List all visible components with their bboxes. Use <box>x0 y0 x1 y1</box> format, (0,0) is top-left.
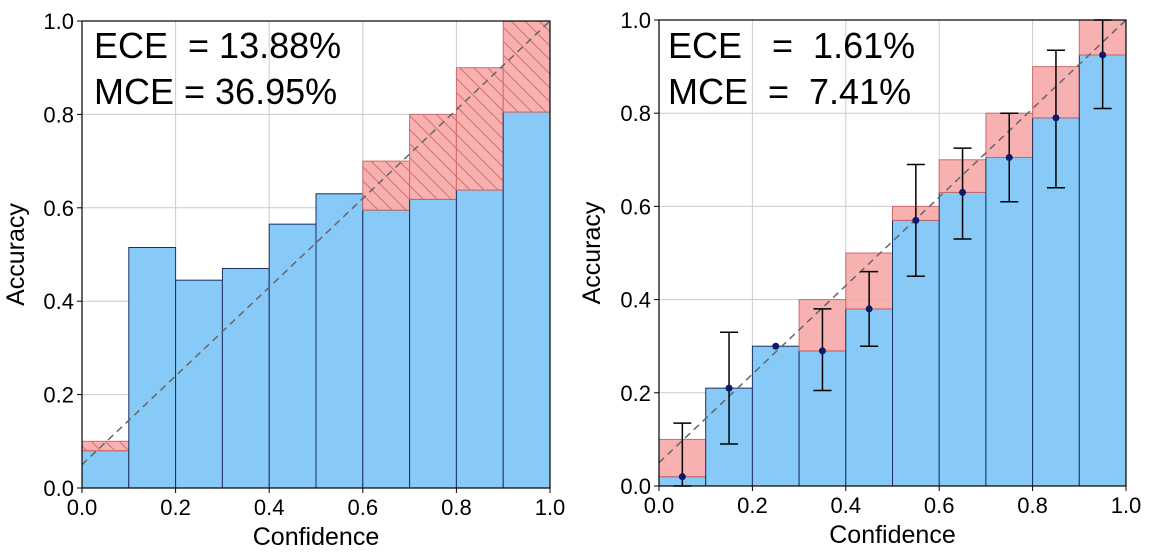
accuracy-bar <box>128 246 177 489</box>
accuracy-point <box>1099 51 1107 59</box>
ece-annotation: ECE = 1.61% <box>668 25 915 66</box>
x-tick-label: 0.2 <box>160 495 191 520</box>
y-tick-label: 0.2 <box>620 381 651 406</box>
y-tick-label: 0.0 <box>43 476 74 501</box>
accuracy-point <box>959 188 967 196</box>
accuracy-bar <box>268 223 317 489</box>
gap-hatch <box>362 161 410 211</box>
x-axis-label: Confidence <box>829 521 955 549</box>
gap-hatch <box>456 67 504 191</box>
accuracy-point <box>865 305 873 313</box>
mce-annotation: MCE = 36.95% <box>94 71 337 112</box>
y-tick-label: 0.6 <box>620 194 651 219</box>
ece-annotation: ECE = 13.88% <box>94 25 341 66</box>
plot-frame <box>81 20 551 489</box>
accuracy-bar <box>221 268 270 489</box>
x-axis-label: Confidence <box>253 523 379 551</box>
y-tick-label: 0.8 <box>620 101 651 126</box>
accuracy-bar <box>362 209 411 489</box>
y-tick-label: 0.8 <box>43 102 74 127</box>
accuracy-point <box>678 473 686 481</box>
accuracy-bar <box>502 111 551 489</box>
accuracy-point <box>912 216 920 224</box>
accuracy-point <box>725 384 733 392</box>
x-tick-label: 0.4 <box>254 495 285 520</box>
x-tick-label: 0.0 <box>67 495 98 520</box>
accuracy-point <box>818 347 826 355</box>
accuracy-bar <box>985 156 1034 487</box>
accuracy-bar <box>751 345 800 487</box>
y-tick-label: 0.4 <box>43 289 74 314</box>
accuracy-bar <box>81 450 130 489</box>
accuracy-bar <box>175 279 223 489</box>
x-tick-label: 0.8 <box>441 495 472 520</box>
plot-frame <box>658 19 1127 487</box>
y-tick-label: 1.0 <box>620 8 651 33</box>
x-tick-label: 0.0 <box>644 493 675 518</box>
left-calibration-panel: 0.0 0.2 0.4 0.6 0.8 1.0 0.0 0.2 0.4 0.6 0.8 1.0 Co… <box>2 9 565 551</box>
gap-hatch <box>82 441 129 451</box>
accuracy-point <box>772 342 780 350</box>
x-tick-label: 0.6 <box>924 493 955 518</box>
mce-annotation: MCE = 7.41% <box>668 71 911 112</box>
gap-hatch <box>503 21 550 113</box>
gap-hatch <box>409 114 457 200</box>
y-tick-label: 0.2 <box>43 383 74 408</box>
x-tick-label: 0.2 <box>737 493 768 518</box>
y-tick-label: 0.4 <box>620 288 651 313</box>
accuracy-point <box>1005 153 1013 161</box>
y-axis-label: Accuracy <box>2 203 30 306</box>
x-tick-label: 1.0 <box>1111 493 1142 518</box>
right-calibration-panel: 0.0 0.2 0.4 0.6 0.8 1.0 0.0 0.2 0.4 0.6 0.8 1.0 Co… <box>578 8 1141 549</box>
accuracy-bar <box>1078 54 1127 487</box>
x-tick-label: 0.8 <box>1017 493 1048 518</box>
accuracy-bar <box>409 198 457 489</box>
x-tick-label: 0.4 <box>831 493 862 518</box>
accuracy-bar <box>315 193 364 489</box>
accuracy-bar <box>455 189 504 489</box>
y-axis-label: Accuracy <box>578 201 606 304</box>
accuracy-point <box>1052 114 1060 122</box>
y-tick-label: 0.6 <box>43 196 74 221</box>
y-tick-label: 0.0 <box>620 474 651 499</box>
x-tick-label: 0.6 <box>348 495 379 520</box>
y-tick-label: 1.0 <box>43 9 74 34</box>
x-tick-label: 1.0 <box>535 495 566 520</box>
